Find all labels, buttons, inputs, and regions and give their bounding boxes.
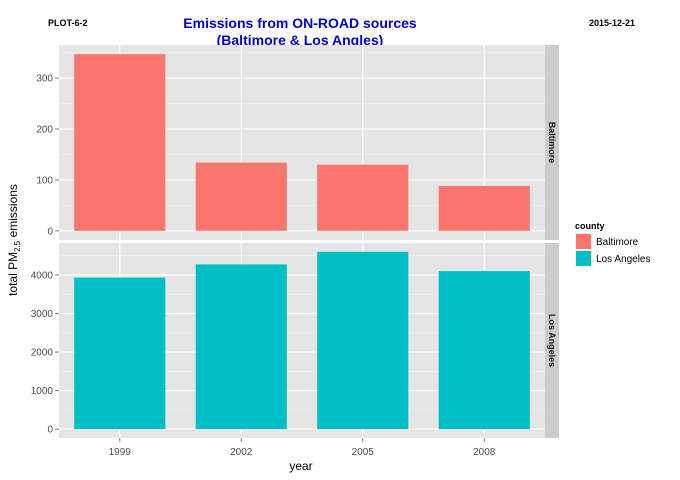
facet-baltimore: 0 100 200 300 Baltimore: [36, 45, 559, 240]
x-axis-label: year: [289, 459, 312, 473]
y-tick-label: 3000: [31, 309, 54, 320]
bar-baltimore-1999: [74, 54, 166, 231]
facet-los-angeles: 0 1000 2000 3000 4000 Los Angeles: [31, 243, 559, 438]
y-tick-label: 4000: [31, 270, 54, 281]
bar-baltimore-2005: [317, 164, 409, 231]
x-tick-label-2005: 2005: [352, 447, 375, 458]
bar-los-angeles-2008: [438, 271, 530, 430]
y-tick-label: 300: [36, 74, 53, 85]
x-tick-label-1999: 1999: [109, 447, 132, 458]
y-tick-label: 0: [47, 226, 53, 237]
plot-id-label: PLOT-6-2: [48, 18, 88, 28]
bar-los-angeles-1999: [74, 277, 166, 430]
chart-title-line2: (Baltimore & Los Angles): [217, 32, 384, 48]
y-axis-label: total PM2.5 emissions: [6, 184, 22, 296]
y-axis-label-main: total PM: [6, 252, 20, 296]
y-tick-label: 200: [36, 125, 53, 136]
x-axis-ticks: 1999 2002 2005 2008: [109, 438, 496, 458]
legend-key-swatch: [576, 251, 591, 266]
y-tick-label: 2000: [31, 348, 54, 359]
legend-label-baltimore: Baltimore: [596, 237, 639, 248]
bar-los-angeles-2005: [317, 251, 409, 430]
bar-los-angeles-2002: [195, 264, 287, 430]
legend-label-los-angeles: Los Angeles: [596, 254, 651, 265]
chart-title-line1: Emissions from ON-ROAD sources: [183, 15, 417, 31]
y-tick-label: 0: [47, 425, 53, 436]
y-axis-label-subscript: 2.5: [13, 240, 22, 252]
y-tick-label: 1000: [31, 386, 54, 397]
facet-panels: 0 100 200 300 Baltimore 0 1000 2000 3000 4000 Los …: [31, 45, 559, 438]
facet-strip: [545, 45, 559, 240]
facet-strip: [545, 243, 559, 438]
legend: county Baltimore Los Angeles: [575, 221, 651, 267]
facet-strip-label: Los Angeles: [547, 314, 557, 367]
date-label: 2015-12-21: [589, 18, 635, 28]
bar-baltimore-2008: [438, 186, 530, 231]
legend-key-swatch: [576, 234, 591, 249]
facet-strip-label: Baltimore: [547, 122, 557, 164]
x-tick-label-2002: 2002: [230, 447, 253, 458]
y-tick-label: 100: [36, 175, 53, 186]
y-axis-label-tail: emissions: [6, 184, 20, 241]
bar-baltimore-2002: [195, 162, 287, 231]
x-tick-label-2008: 2008: [473, 447, 496, 458]
legend-title: county: [575, 221, 605, 231]
